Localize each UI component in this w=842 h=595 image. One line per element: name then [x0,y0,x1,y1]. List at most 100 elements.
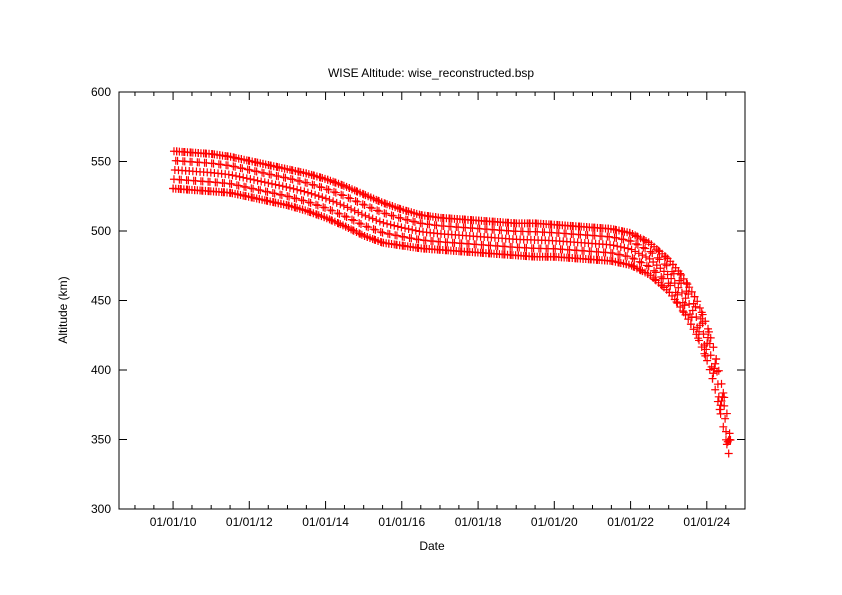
data-point [692,313,701,322]
data-point [400,232,409,241]
data-point [681,294,690,303]
data-point [330,187,339,196]
data-point [389,211,398,220]
data-point [224,170,233,179]
data-point [636,266,645,275]
data-point [715,405,724,414]
data-point [304,198,313,207]
x-tick-label: 01/01/10 [150,515,197,529]
data-point [721,427,730,436]
data-point [376,227,385,236]
data-point [249,184,258,193]
data-point [696,314,705,323]
data-point [232,171,241,180]
data-point [310,181,319,190]
data-point [375,217,384,226]
data-point [381,199,390,208]
data-point [303,178,312,187]
data-point [270,189,279,198]
data-point [317,183,326,192]
data-point [709,369,718,378]
data-point [674,283,683,292]
data-point [616,242,625,251]
x-tick-label: 01/01/20 [531,515,578,529]
data-point [685,283,694,292]
data-point [635,257,644,266]
data-point [344,193,353,202]
data-point [328,206,337,215]
data-point [626,237,635,246]
data-point [342,213,351,222]
y-axis-label: Altitude (km) [56,276,70,343]
data-point [252,167,261,176]
data-point [404,225,413,234]
data-point [657,273,666,282]
data-point [390,221,399,230]
data-point [411,226,420,235]
data-point [335,209,344,218]
data-point [724,449,733,458]
axis-ticks: 300 350 400 450 500 550 600 01/01/10 01/01/12 01/… [91,85,746,529]
data-point [332,198,341,207]
data-point [392,231,401,240]
data-point [285,192,294,201]
data-point [303,188,312,197]
data-point [242,174,251,183]
data-point [324,185,333,194]
data-point [235,172,244,181]
data-point [383,219,392,228]
data-point [369,225,378,234]
data-point [655,255,664,264]
y-tick-label: 300 [91,502,111,516]
y-tick-label: 500 [91,224,111,238]
data-point [347,205,356,214]
data-point [623,252,632,261]
data-point [684,315,693,324]
data-point [650,266,659,275]
data-point [353,197,362,206]
data-point [227,180,236,189]
data-point [414,235,423,244]
data-point [277,191,286,200]
data-point [709,343,718,352]
data-point [627,245,636,254]
data-point [228,171,237,180]
data-point [608,249,617,258]
data-point [356,229,365,238]
data-point [648,249,657,258]
data-point [278,182,287,191]
data-point [680,301,689,310]
data-point [722,409,731,418]
data-point [720,401,729,410]
data-point [373,206,382,215]
data-point [385,230,394,239]
data-point [282,182,291,191]
data-point [259,169,268,178]
data-point [351,197,360,206]
data-point [216,160,225,169]
data-point [337,190,346,199]
data-point [403,216,412,225]
y-tick-label: 450 [91,294,111,308]
data-point [300,187,309,196]
y-tick-label: 600 [91,85,111,99]
data-point [609,241,618,250]
data-point [386,220,395,229]
x-tick-label: 01/01/14 [302,515,349,529]
data-point [271,180,280,189]
x-tick-label: 01/01/24 [683,515,730,529]
data-point [638,251,647,260]
data-point [333,209,342,218]
data-point [312,200,321,209]
data-point [312,210,321,219]
data-point [326,206,335,215]
data-point [717,379,726,388]
data-point [371,225,380,234]
data-point [318,193,327,202]
data-point [239,173,248,182]
data-point [418,219,427,228]
data-point [293,185,302,194]
data-point [355,219,364,228]
data-point [321,203,330,212]
